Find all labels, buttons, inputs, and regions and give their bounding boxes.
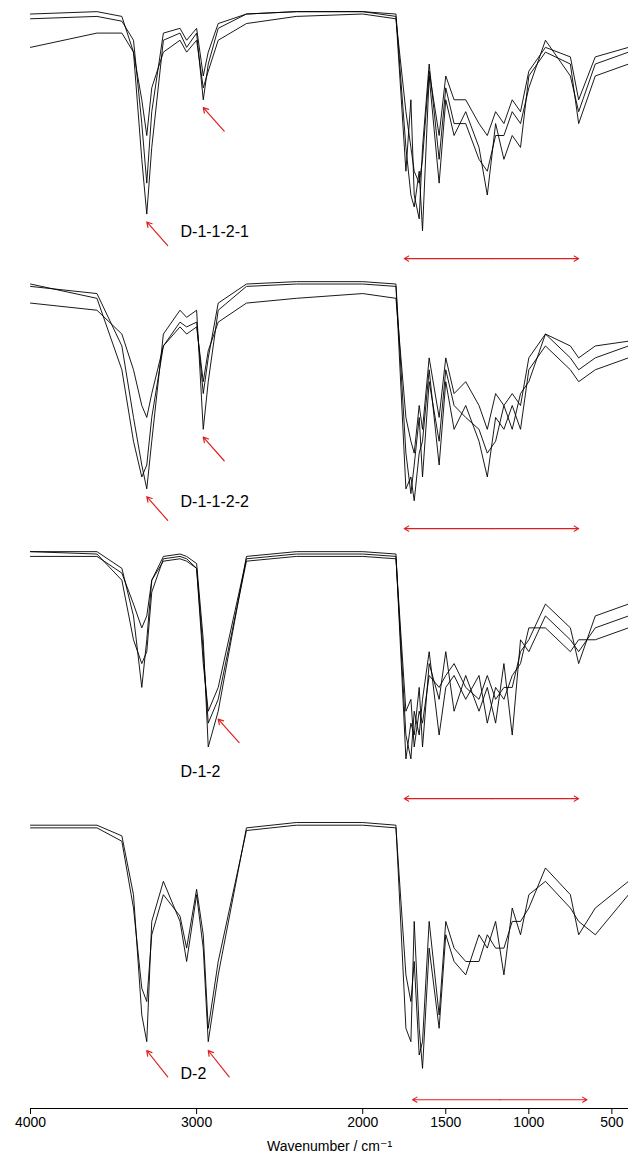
svg-text:D-1-2: D-1-2 bbox=[181, 763, 221, 780]
svg-text:D-2: D-2 bbox=[181, 1065, 207, 1082]
svg-text:500: 500 bbox=[600, 1114, 624, 1130]
svg-text:D-1-1-2-2: D-1-1-2-2 bbox=[181, 493, 250, 510]
svg-text:Wavenumber / cm⁻¹: Wavenumber / cm⁻¹ bbox=[267, 1138, 392, 1154]
svg-text:4000: 4000 bbox=[15, 1114, 46, 1130]
svg-text:2000: 2000 bbox=[347, 1114, 378, 1130]
svg-text:1000: 1000 bbox=[513, 1114, 544, 1130]
svg-text:3000: 3000 bbox=[181, 1114, 212, 1130]
svg-text:D-1-1-2-1: D-1-1-2-1 bbox=[181, 223, 250, 240]
svg-text:1500: 1500 bbox=[430, 1114, 461, 1130]
